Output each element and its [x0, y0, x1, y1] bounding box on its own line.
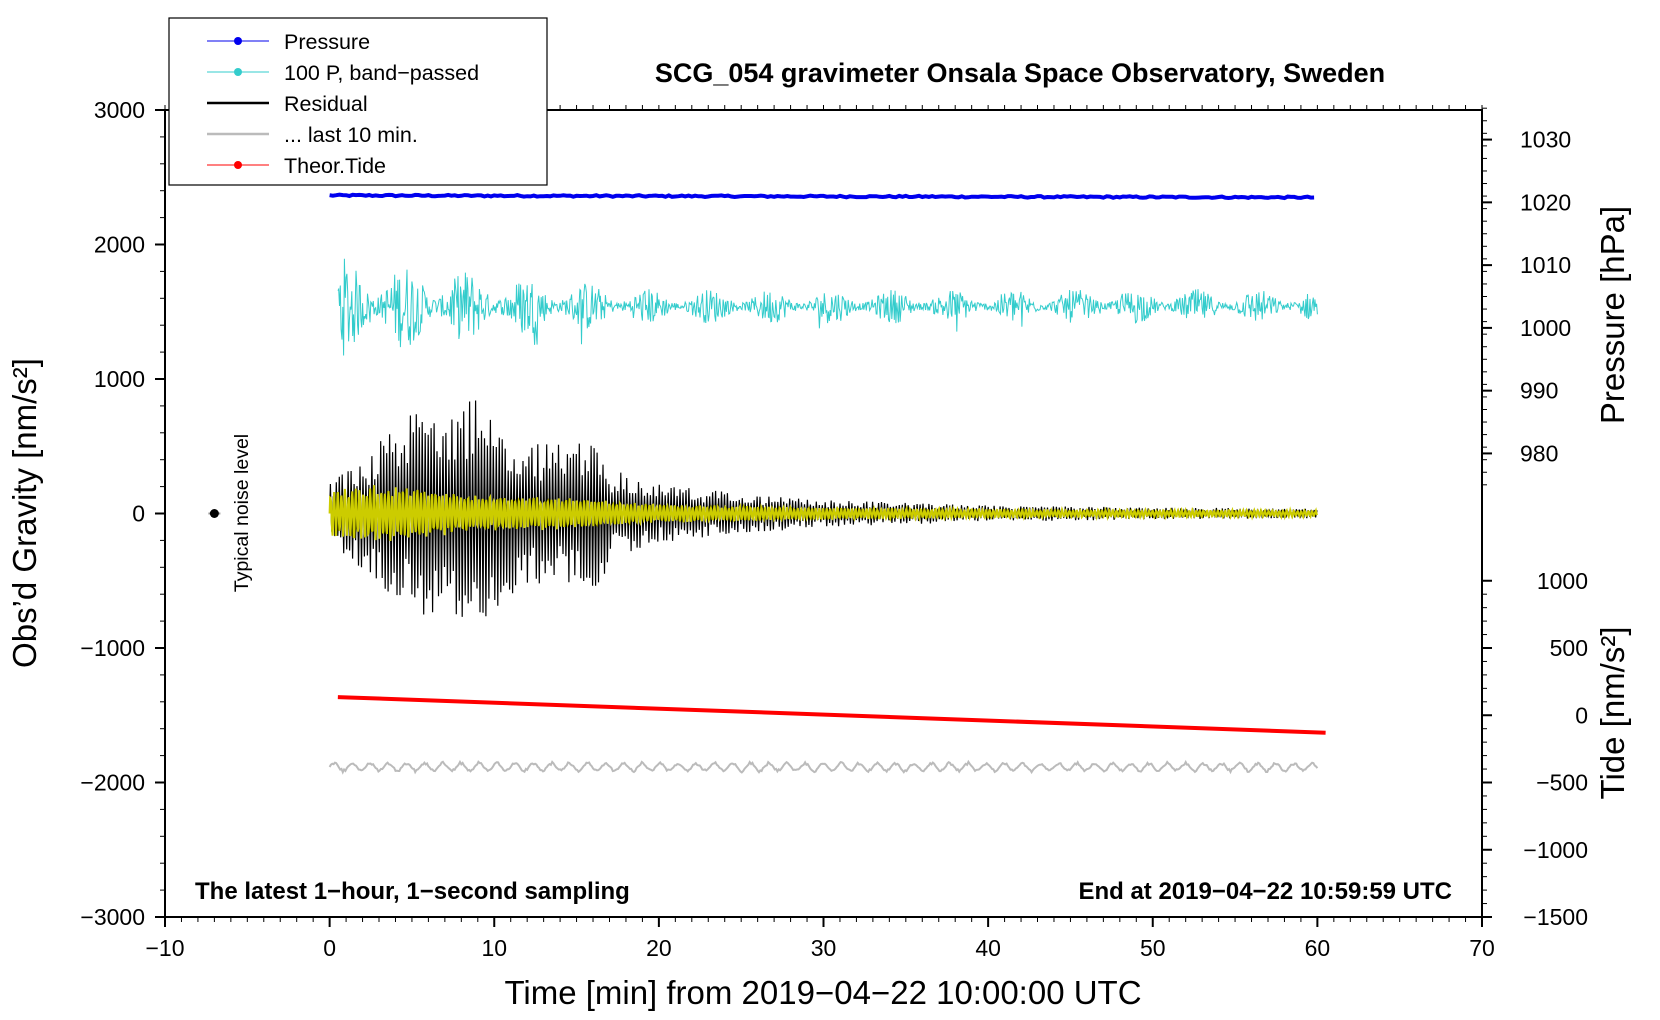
legend-label: ... last 10 min. — [284, 123, 418, 147]
series-residual — [329, 400, 1318, 617]
y-tick-label: −3000 — [80, 904, 145, 930]
y-tick-label: 2000 — [94, 232, 145, 258]
noise-level-dot — [209, 509, 219, 518]
pressure-tick-label: 1020 — [1520, 189, 1571, 215]
x-tick-label: 60 — [1305, 935, 1331, 961]
x-tick-label: 50 — [1140, 935, 1166, 961]
legend-box — [168, 17, 548, 186]
tide-tick-label: −1500 — [1523, 904, 1588, 930]
tide-tick-label: −1000 — [1523, 837, 1588, 863]
noise-level-label: Typical noise level — [231, 434, 253, 592]
pressure-tick-label: 990 — [1520, 378, 1558, 404]
pressure-tick-label: 1030 — [1520, 127, 1571, 153]
series-last-10-min — [328, 759, 1319, 775]
legend-label: 100 P, band−passed — [284, 61, 479, 85]
pressure-tick-label: 1000 — [1520, 315, 1571, 341]
tide-tick-label: 1000 — [1537, 568, 1588, 594]
x-tick-label: 30 — [811, 935, 837, 961]
tide-tick-label: 0 — [1575, 702, 1588, 728]
y-axis-label-tide: Tide [nm/s²] — [1594, 627, 1631, 800]
tide-tick-label: 500 — [1550, 635, 1588, 661]
end-time-note: End at 2019−04−22 10:59:59 UTC — [1078, 878, 1452, 905]
y-tick-label: 3000 — [94, 97, 145, 123]
sampling-note: The latest 1−hour, 1−second sampling — [195, 878, 630, 905]
legend-marker — [234, 161, 242, 169]
legend-marker — [234, 68, 242, 76]
legend-label: Theor.Tide — [284, 154, 386, 178]
y-tick-label: −2000 — [80, 770, 145, 796]
series-theor-tide — [337, 695, 1326, 735]
x-tick-label: 20 — [646, 935, 672, 961]
y-tick-label: −1000 — [80, 635, 145, 661]
y-tick-label: 1000 — [94, 366, 145, 392]
y-tick-label: 0 — [132, 501, 145, 527]
x-tick-label: −10 — [145, 935, 184, 961]
series-pressure — [329, 192, 1315, 201]
tide-tick-label: −500 — [1536, 770, 1588, 796]
series-band-passed — [337, 258, 1318, 356]
legend-marker — [234, 37, 242, 45]
pressure-tick-label: 980 — [1520, 440, 1558, 466]
x-tick-label: 70 — [1469, 935, 1495, 961]
legend-label: Residual — [284, 92, 368, 116]
chart-title: SCG_054 gravimeter Onsala Space Observat… — [655, 58, 1385, 88]
x-tick-label: 10 — [481, 935, 507, 961]
legend-label: Pressure — [284, 30, 370, 54]
y-axis-label-pressure: Pressure [hPa] — [1594, 206, 1631, 424]
series-residual-filtered — [328, 485, 1318, 542]
pressure-tick-label: 1010 — [1520, 252, 1571, 278]
x-axis-label: Time [min] from 2019−04−22 10:00:00 UTC — [504, 974, 1141, 1011]
x-tick-label: 40 — [975, 935, 1001, 961]
y-axis-label-left: Obs’d Gravity [nm/s²] — [6, 358, 43, 668]
x-tick-label: 0 — [323, 935, 336, 961]
